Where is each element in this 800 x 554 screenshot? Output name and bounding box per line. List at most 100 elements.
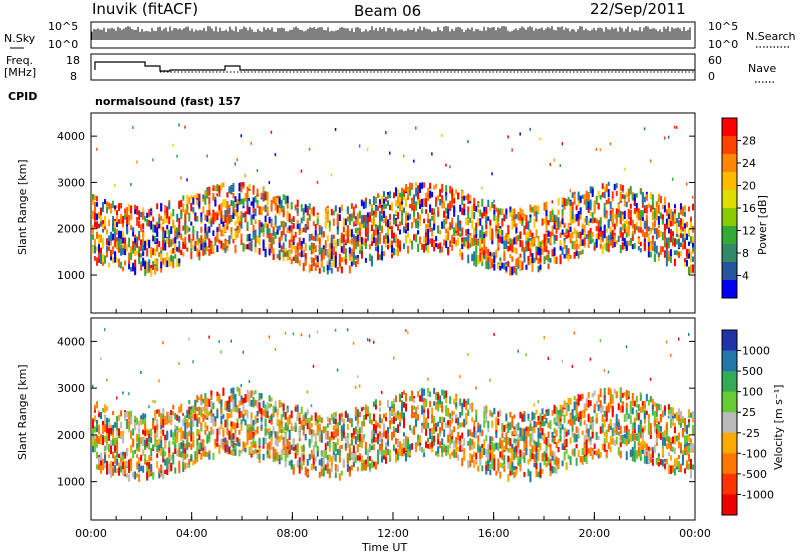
power-scatter-point [691,264,694,273]
velocity-scatter-point [336,438,339,446]
velocity-scatter-point [340,429,343,435]
power-scatter-point [114,231,117,239]
velocity-scatter-point [541,415,544,421]
power-scatter-point [162,257,165,265]
power-scatter-point [118,258,121,268]
velocity-scatter-point [138,420,141,428]
power-scatter-point [513,208,516,218]
velocity-scatter-point [342,423,345,432]
power-scatter-point [511,256,514,262]
velocity-scatter-point [513,414,516,419]
velocity-scatter-point [206,407,209,412]
power-scatter-point [411,199,414,207]
power-scatter-point [168,216,171,225]
velocity-scatter-point [130,466,133,472]
power-scatter-point [298,223,301,231]
velocity-scatter-point [384,456,387,464]
power-scatter-point [623,210,626,220]
power-scatter-point [142,244,145,252]
power-scatter-point [503,262,506,270]
power-scatter-point [519,253,522,258]
velocity-scatter-point [282,443,285,452]
power-scatter-point [332,259,335,268]
power-scatter-point [220,215,223,225]
power-scatter-point [162,226,165,232]
velocity-scatter-point [226,429,229,436]
power-scatter-point [425,243,428,251]
velocity-scatter-point [459,445,462,452]
power-scatter-point [669,215,672,221]
power-scatter-point [282,252,285,262]
power-scatter-point [120,261,123,269]
power-scatter-point [194,194,197,200]
power-scatter-point [364,222,367,229]
power-scatter-point [591,188,594,198]
velocity-scatter-point [320,417,323,424]
power-scatter-point [256,235,259,244]
velocity-scatter-point [390,431,393,441]
power-scatter-point [679,233,682,238]
velocity-scatter-point [298,412,301,418]
power-scatter-point [206,230,209,239]
velocity-scatter-point [170,419,173,425]
power-scatter-point [376,226,379,235]
power-scatter-point [218,192,221,197]
power-scatter-point [667,204,670,214]
velocity-scatter-point [184,462,187,470]
velocity-scatter-point [411,390,414,397]
power-scatter-point [543,218,546,225]
power-scatter-point [509,210,512,217]
power-scatter-point [673,214,676,222]
power-scatter-point [290,218,293,225]
velocity-scatter-point [194,451,197,460]
power-scatter-point [535,205,538,212]
velocity-scatter-point [282,450,285,455]
power-scatter-point [411,183,414,190]
velocity-scatter-point [306,459,309,466]
power-scatter-point [421,243,424,250]
velocity-scatter-point [401,448,404,457]
velocity-scatter-point [110,439,113,447]
power-scatter-point [411,222,414,229]
power-scatter-point [497,237,500,246]
velocity-scatter-sparse-point [346,328,349,332]
velocity-scatter-point [226,412,229,422]
velocity-scatter-point [124,461,127,470]
power-scatter-point [427,219,430,224]
velocity-scatter-point [557,411,560,420]
power-scatter-point [547,238,550,244]
velocity-scatter-point [222,430,225,438]
velocity-scatter-point [202,441,205,448]
power-scatter-point [603,224,606,233]
velocity-scatter-point [296,412,299,421]
velocity-scatter-sparse-point [162,341,164,345]
power-scatter-point [655,215,658,221]
power-scatter-point [332,234,335,239]
velocity-scatter-point [182,430,185,439]
power-scatter-point [158,240,161,248]
velocity-scatter-point [320,433,323,443]
power-scatter-point [425,209,428,214]
power-scatter-point [579,231,582,239]
velocity-scatter-point [529,419,532,428]
velocity-scatter-point [455,413,458,419]
velocity-scatter-point [483,420,486,425]
power-scatter-point [679,242,682,248]
velocity-scatter-sparse-point [354,385,357,389]
velocity-scatter-point [463,453,466,461]
power-scatter-point [140,224,143,232]
power-scatter-point [457,237,460,246]
power-scatter-point [128,252,131,261]
velocity-scatter-point [378,414,381,420]
velocity-scatter-point [270,415,273,421]
power-scatter-sparse-point [316,180,319,184]
power-scatter-point [260,192,263,199]
velocity-scatter-point [443,417,446,423]
velocity-scatter-point [555,441,558,449]
velocity-scatter-point [407,448,410,458]
power-scatter-point [298,245,301,250]
power-scatter-point [372,229,375,237]
velocity-scatter-point [112,411,115,416]
velocity-scatter-point [390,417,393,425]
velocity-scatter-point [346,432,349,439]
